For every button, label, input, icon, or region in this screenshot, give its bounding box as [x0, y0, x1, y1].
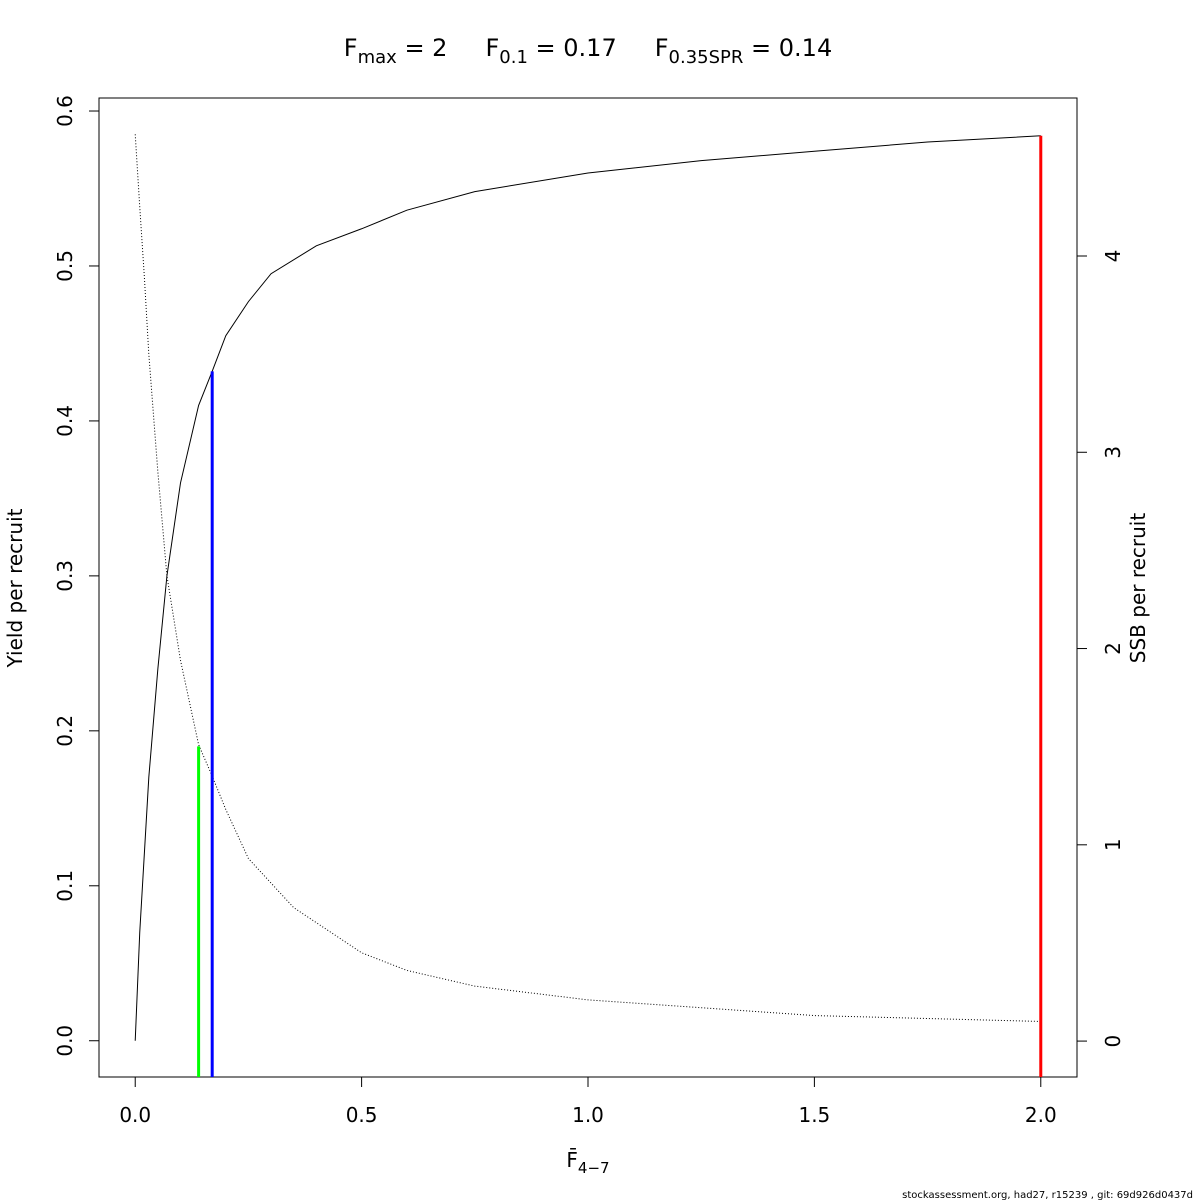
- y-axis-label: Yield per recruit: [3, 508, 27, 668]
- title-rest: = 2: [397, 34, 448, 62]
- y-tick-label: 0.5: [53, 250, 77, 282]
- title-base: F: [485, 34, 499, 62]
- y-tick-label: 0.6: [53, 95, 77, 127]
- y-tick-label: 0.1: [53, 870, 77, 902]
- title-sub: max: [358, 47, 398, 68]
- y2-tick-label: 4: [1101, 250, 1125, 263]
- plot-frame: [98, 97, 1078, 1078]
- y2-axis-label: SSB per recruit: [1126, 513, 1150, 664]
- y-tick-label: 0.3: [53, 560, 77, 592]
- chart-title: Fmax = 2 F0.1 = 0.17 F0.35SPR = 0.14: [344, 34, 832, 68]
- title-base: F: [344, 34, 358, 62]
- title-rest: = 0.14: [743, 34, 832, 62]
- title-base: F: [655, 34, 669, 62]
- y-tick-label: 0.2: [53, 715, 77, 747]
- x-axis-label-base: F̄: [566, 1147, 578, 1172]
- title-sub: 0.35SPR: [669, 47, 744, 68]
- y-tick-label: 0.4: [53, 405, 77, 437]
- y2-tick-label: 0: [1101, 1035, 1125, 1048]
- title-sub: 0.1: [499, 47, 528, 68]
- series-line: [134, 135, 1041, 1041]
- x-tick-label: 2.0: [1025, 1103, 1057, 1127]
- y2-tick-label: 2: [1101, 642, 1125, 655]
- y2-tick-label: 3: [1101, 446, 1125, 459]
- x-tick-label: 0.5: [346, 1103, 378, 1127]
- x-axis-label-sub: 4−7: [578, 1159, 610, 1177]
- series-line: [134, 134, 1041, 1022]
- y-tick-label: 0.0: [53, 1025, 77, 1057]
- x-axis-label: F̄4−7: [566, 1147, 609, 1177]
- x-tick-label: 1.5: [798, 1103, 830, 1127]
- footer: stockassessment.org, had27, r15239 , git…: [902, 1190, 1193, 1200]
- y2-tick-label: 1: [1101, 838, 1125, 851]
- x-tick-label: 0.0: [119, 1103, 151, 1127]
- x-tick-label: 1.0: [572, 1103, 604, 1127]
- title-rest: = 0.17: [528, 34, 617, 62]
